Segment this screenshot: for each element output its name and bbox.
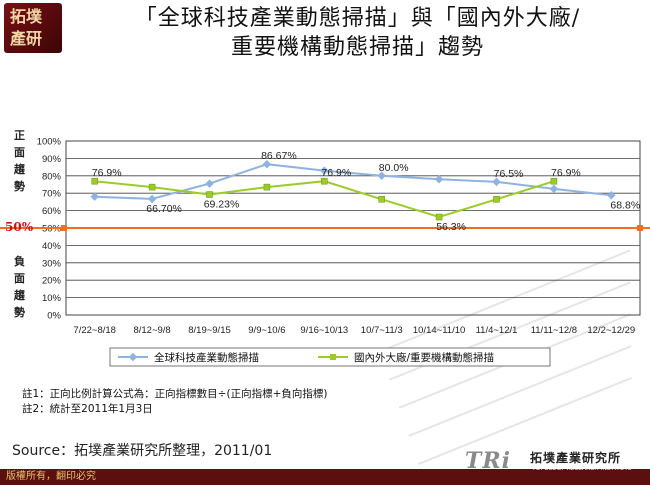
data-label: 76.5% (494, 168, 524, 180)
note-1: 註1：正向比例計算公式為：正向指標數目÷(正向指標+負向指標) (22, 388, 328, 400)
logo-line1: 拓墣 (10, 7, 43, 26)
x-tick-label: 7/22~8/18 (73, 325, 116, 336)
data-label: 69.23% (204, 199, 240, 211)
series-2-point (206, 191, 213, 198)
data-label: 56.3% (436, 221, 466, 233)
copyright-text: 版權所有，翻印必究 (6, 471, 96, 482)
trend-line-chart: 0%10%20%30%40%50%60%70%80%90%100%50%7/22… (0, 137, 650, 367)
data-label: 86.67% (261, 150, 297, 162)
series-1-point (90, 192, 99, 201)
page-title: 「全球科技產業動態掃描」與「國內外大廠/ 重要機構動態掃描」趨勢 (70, 4, 645, 62)
logo-line2: 產研 (10, 29, 43, 48)
note-2: 註2：統計至2011年1月3日 (22, 403, 153, 415)
y-tick-label: 80% (42, 171, 62, 182)
legend-label-2: 國內外大廠/重要機構動態掃描 (354, 351, 494, 364)
data-label: 66.70% (146, 203, 182, 215)
legend-label-1: 全球科技產業動態掃描 (154, 351, 259, 364)
x-tick-label: 10/14~11/10 (413, 325, 465, 336)
positive-trend-label: 正 面 趨 勢 (14, 129, 25, 193)
series-1-point (262, 159, 272, 169)
brand-logo: 拓墣 產研 (4, 3, 62, 53)
series-1-point (320, 166, 329, 175)
series-2-point (321, 177, 328, 185)
series-2-point (493, 196, 500, 203)
data-label: 80.0% (379, 162, 409, 174)
data-label: 76.9% (321, 167, 351, 179)
data-label: 76.9% (92, 167, 122, 179)
series-1-point (434, 175, 444, 184)
y-tick-label: 40% (42, 241, 62, 252)
x-tick-label: 9/16~10/13 (300, 325, 348, 336)
series-2-point (91, 177, 98, 185)
x-tick-label: 11/4~12/1 (476, 325, 518, 336)
series-1-point (492, 177, 501, 187)
y-tick-label: 60% (42, 206, 62, 217)
reference-line-marker (637, 225, 643, 231)
negative-trend-label: 負 面 趨 勢 (14, 255, 25, 319)
x-tick-label: 9/9~10/6 (248, 325, 285, 336)
y-tick-label: 70% (42, 189, 62, 200)
x-tick-label: 8/19~9/15 (188, 325, 231, 336)
series-1-point (549, 184, 559, 194)
org-name: 拓墣產業研究所 (530, 451, 622, 465)
notes: 註1：正向比例計算公式為：正向指標數目÷(正向指標+負向指標) 註2：統計至20… (22, 387, 327, 417)
x-tick-label: 10/7~11/3 (361, 325, 403, 336)
data-label: 76.9% (551, 167, 581, 179)
series-2-point (148, 183, 156, 191)
series-2-point (435, 213, 443, 221)
source-text: Source：拓墣產業研究所整理，2011/01 (12, 443, 273, 459)
series-1-point (377, 171, 386, 181)
x-tick-label: 8/12~9/8 (133, 325, 170, 336)
y-tick-label: 0% (47, 311, 61, 322)
y-tick-label: 100% (37, 137, 62, 148)
org-name-en: TOPOLOGY RESEARCH INSTITUTE (532, 465, 632, 472)
tri-logo: TRi (465, 448, 512, 474)
footer-bar (0, 469, 650, 485)
y-tick-label: 10% (42, 293, 62, 304)
legend-marker-1 (128, 352, 138, 362)
series-1-point (147, 194, 157, 204)
series-2-point (378, 196, 385, 203)
x-tick-label: 12/2~12/29 (587, 325, 635, 336)
y-tick-label: 90% (42, 154, 62, 165)
legend-marker-2 (330, 354, 336, 360)
x-tick-label: 11/11~12/8 (531, 325, 577, 336)
series-1-point (205, 179, 214, 188)
series-2-point (550, 177, 558, 185)
reference-line-label: 50% (5, 220, 34, 234)
series-line-1 (94, 163, 612, 200)
y-tick-label: 20% (42, 276, 62, 287)
title-line1: 「全球科技產業動態掃描」與「國內外大廠/ (134, 6, 581, 31)
reference-line-marker (61, 225, 67, 231)
title-line2: 重要機構動態掃描」趨勢 (230, 35, 484, 60)
data-label: 68.8% (610, 199, 640, 211)
y-tick-label: 30% (42, 258, 62, 269)
series-2-point (263, 183, 271, 191)
series-1-point (607, 191, 616, 200)
